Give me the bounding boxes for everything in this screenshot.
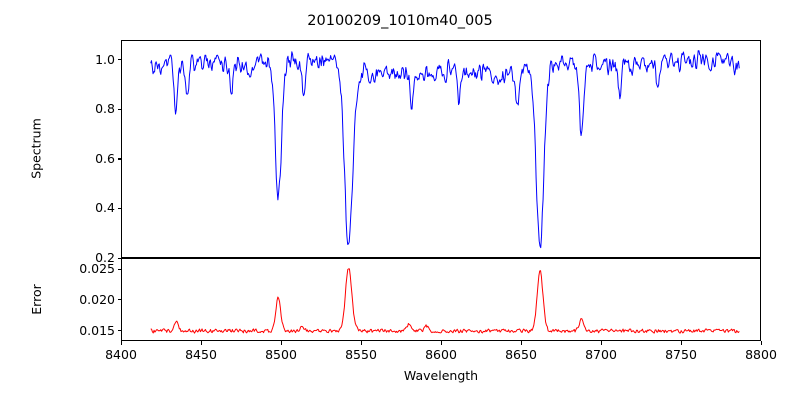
spectrum-y-tick-mark — [117, 158, 121, 160]
spectrum-y-tick-label: 1.0 — [95, 51, 115, 67]
spectrum-y-tick-mark — [117, 108, 121, 110]
spectrum-y-tick-mark — [117, 257, 121, 259]
x-tick-label: 8650 — [505, 347, 537, 362]
spectrum-y-tick-mark — [117, 59, 121, 61]
error-y-tick-mark — [117, 268, 121, 270]
x-tick-mark — [200, 341, 202, 345]
spectrum-y-tick-label: 0.2 — [95, 250, 115, 265]
x-tick-mark — [760, 341, 762, 345]
error-y-tick-label: 0.020 — [79, 291, 115, 307]
error-y-tick-label: 0.025 — [79, 261, 115, 277]
spectrum-y-tick-label: 0.6 — [95, 150, 115, 166]
spectrum-series — [122, 41, 760, 257]
x-tick-label: 8700 — [585, 347, 617, 362]
spectrum-y-tick-mark — [117, 207, 121, 210]
error-plot-area — [121, 258, 761, 341]
x-tick-mark — [280, 341, 282, 345]
x-tick-label: 8400 — [105, 347, 137, 362]
error-y-tick-label: 0.015 — [79, 322, 115, 338]
x-tick-mark — [440, 341, 442, 345]
page-title: 20100209_1010m40_005 — [307, 13, 493, 29]
x-tick-label: 8750 — [665, 347, 697, 362]
x-tick-mark — [600, 341, 602, 345]
spectrum-y-tick-label: 0.8 — [95, 101, 115, 117]
x-tick-mark — [680, 341, 682, 345]
x-tick-mark — [520, 341, 522, 345]
spectrum-plot-area — [121, 40, 761, 258]
x-axis-label: Wavelength — [403, 368, 479, 383]
error-axis-label: Error — [28, 283, 44, 315]
x-tick-label: 8600 — [425, 347, 457, 362]
error-series — [122, 259, 760, 340]
error-y-tick-mark — [117, 330, 121, 332]
x-tick-mark — [120, 341, 122, 345]
spectrum-y-tick-label: 0.4 — [95, 200, 115, 216]
error-y-tick-mark — [117, 299, 121, 301]
x-tick-mark — [360, 341, 362, 345]
x-tick-label: 8550 — [345, 347, 377, 362]
x-tick-label: 8500 — [265, 347, 297, 362]
x-tick-label: 8450 — [185, 347, 217, 362]
x-tick-label: 8800 — [745, 347, 777, 362]
spectrum-axis-label: Spectrum — [28, 118, 44, 179]
